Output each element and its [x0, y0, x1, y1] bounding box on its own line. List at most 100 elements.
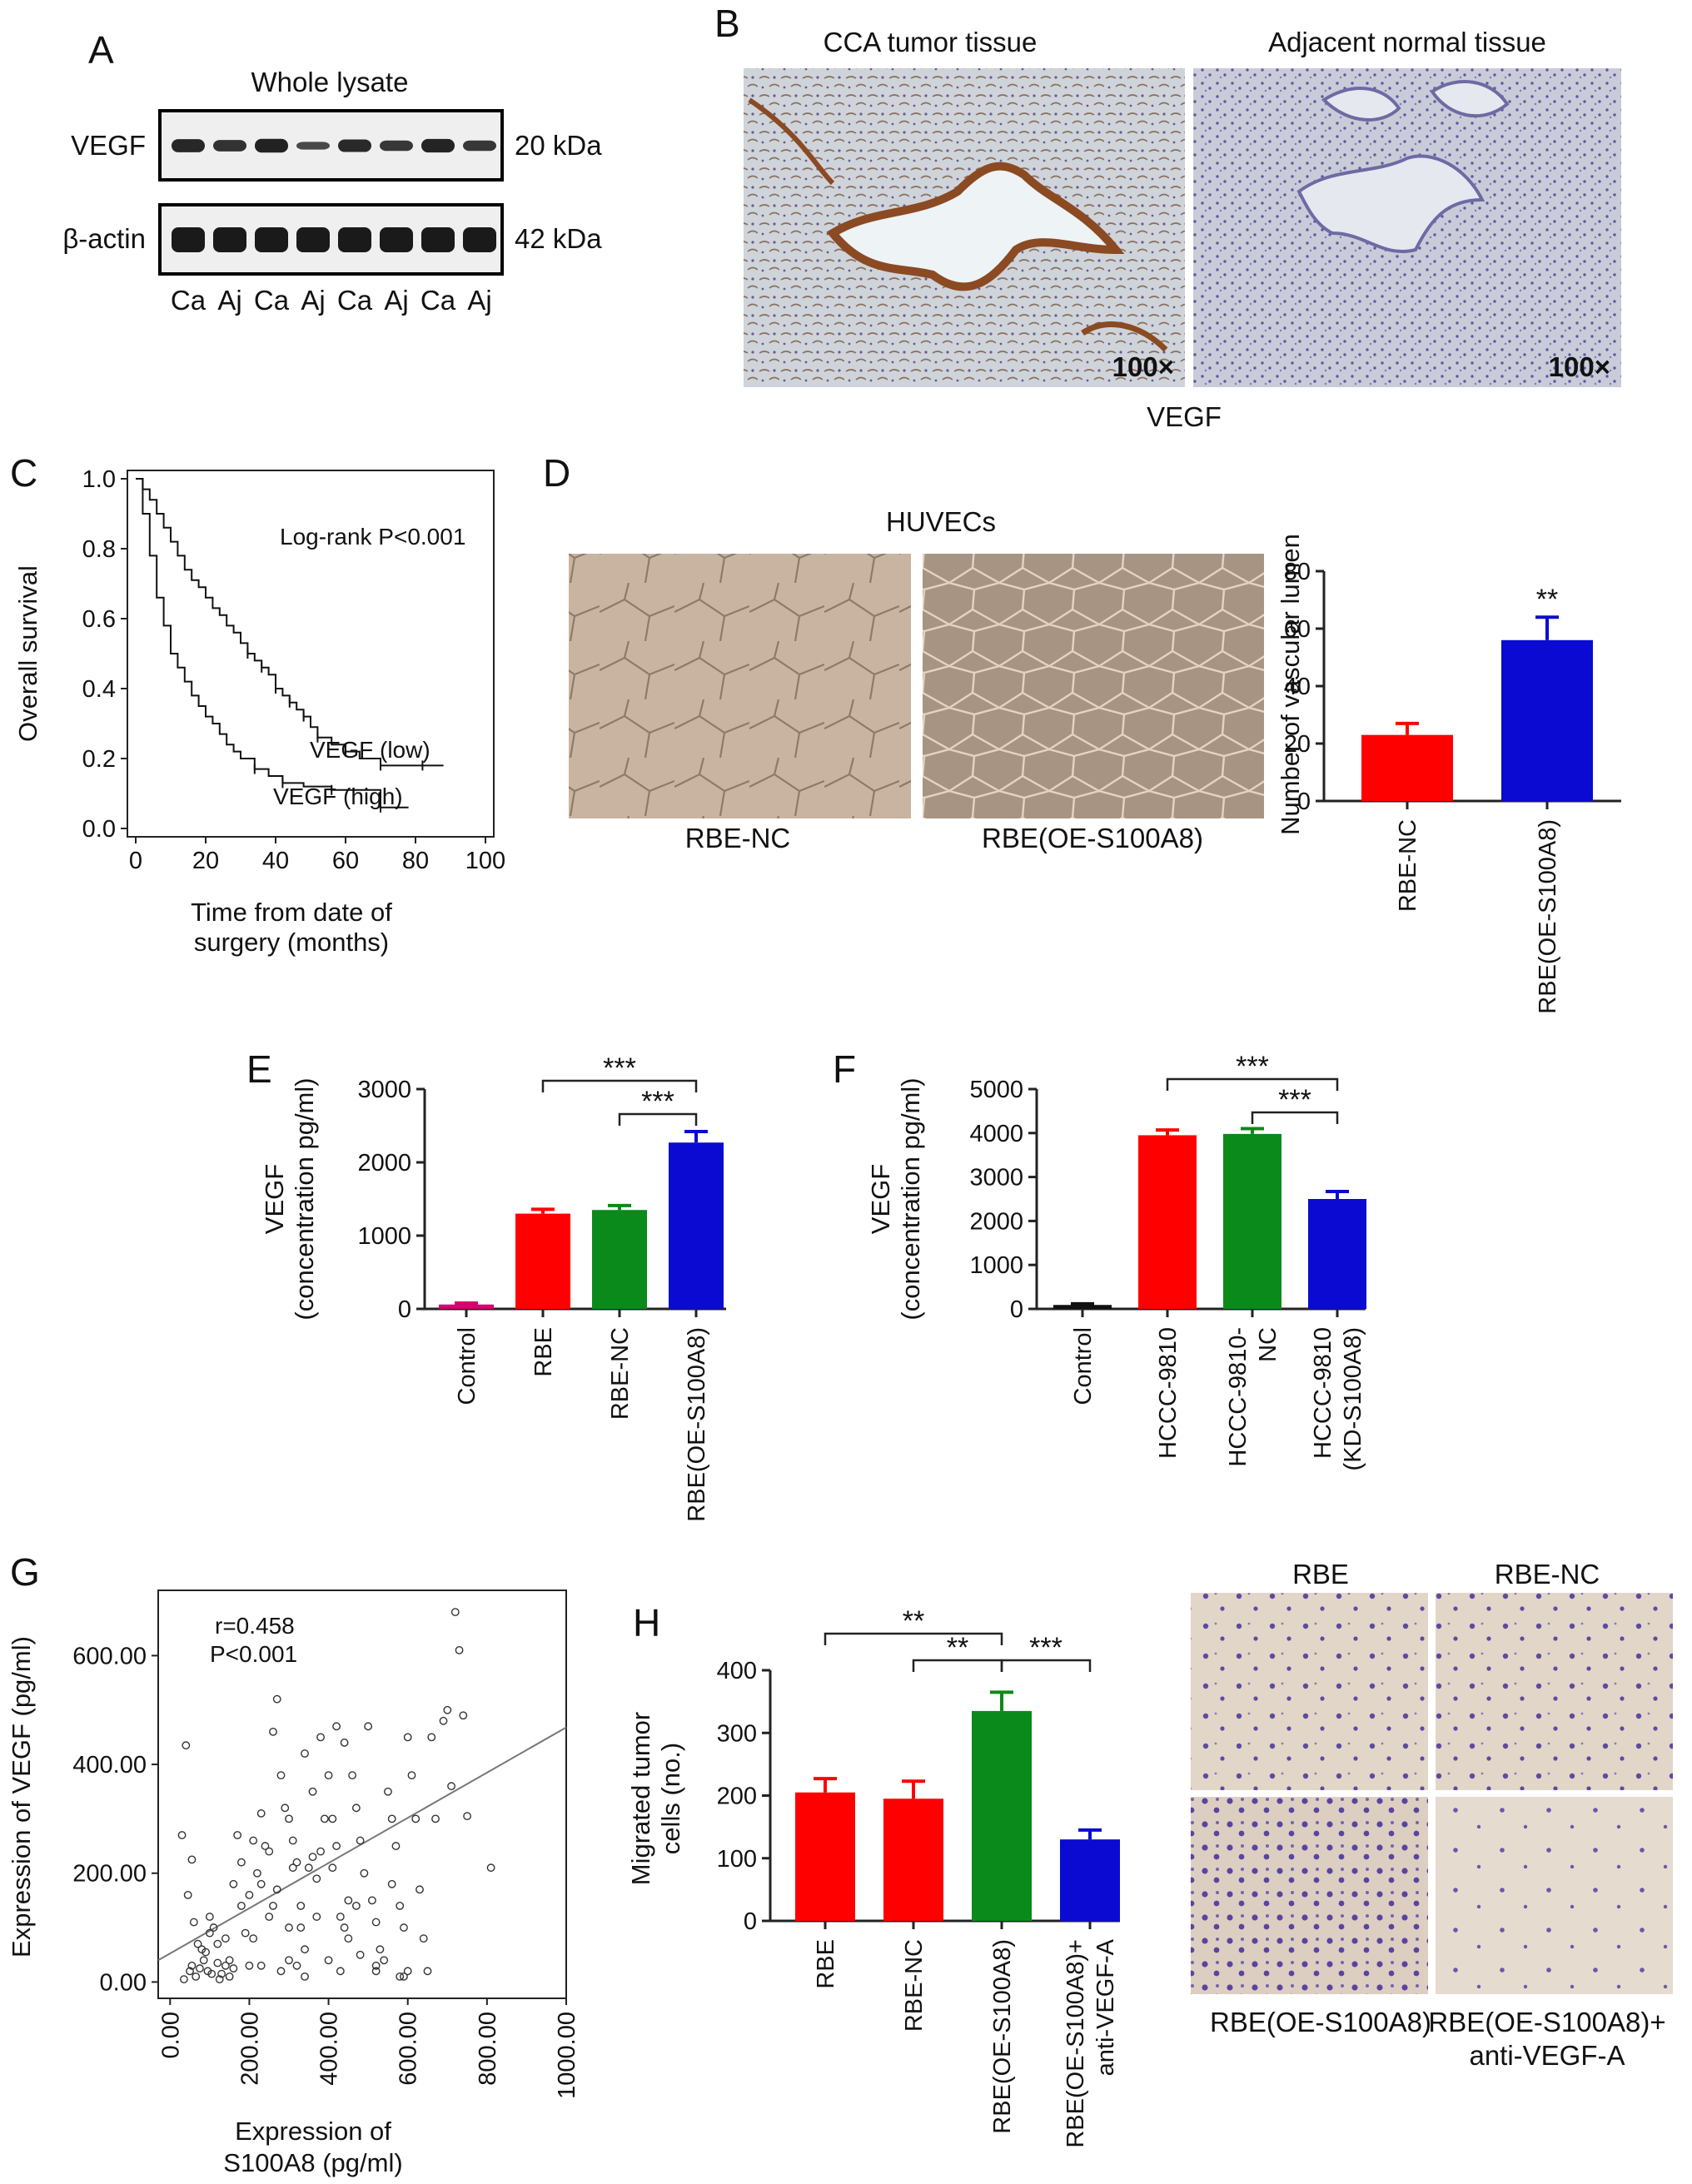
x-tick-label: 400.00 — [316, 2012, 343, 2086]
blot-band — [255, 227, 288, 252]
y-tick-label: 1000 — [357, 1223, 411, 1250]
blot-title: Whole lysate — [251, 67, 409, 97]
huvec-caption-rbe-nc: RBE-NC — [685, 823, 791, 853]
scatter-point — [256, 1961, 266, 1970]
scatter-point — [336, 1913, 345, 1921]
transwell-panel: RBE RBE-NC RBE(OE-S100A8) RBE(OE-S100A8)… — [1191, 1559, 1673, 2071]
scatter-point — [229, 1879, 238, 1888]
scatter-point — [292, 1858, 301, 1867]
blot-row-actin-label: β-actin — [62, 223, 146, 254]
scatter-point — [209, 1923, 218, 1932]
panel-label-a: A — [88, 28, 114, 72]
scatter-point — [269, 1902, 277, 1910]
panel-label-b: B — [714, 2, 740, 45]
y-tick-label: 3000 — [969, 1165, 1023, 1191]
y-axis-label: Expression of VEGF (pg/ml) — [7, 1636, 36, 1958]
scatter-point — [301, 1972, 309, 1981]
scatter-point — [340, 1739, 349, 1747]
significance-label: ** — [1536, 584, 1558, 615]
significance-bracket — [1000, 1659, 1092, 1672]
scatter-point — [213, 1939, 222, 1948]
scatter-point — [292, 1961, 301, 1970]
significance-bracket — [824, 1632, 1003, 1645]
blot-band — [213, 140, 246, 152]
scatter-point — [233, 1831, 242, 1839]
huvec-panel: HUVECs RBE-NC RBE(OE-S100A8) — [569, 506, 1264, 853]
scatter-point — [455, 1645, 464, 1654]
y-tick-label: 0.4 — [82, 676, 116, 703]
panel-label-d: D — [543, 451, 570, 495]
scatter-point — [272, 1885, 281, 1894]
y-tick-label: 300 — [717, 1720, 757, 1747]
scatter-point — [199, 1956, 208, 1965]
y-axis-label: Number of vascular lumen — [1276, 534, 1305, 835]
significance-bracket — [1251, 1111, 1339, 1124]
scatter-point — [403, 1967, 412, 1976]
survival-curve — [136, 478, 409, 808]
scatter-point — [187, 1961, 197, 1970]
scatter-point — [186, 1967, 194, 1976]
series-label: VEGF (low) — [310, 737, 430, 763]
significance-label: *** — [603, 1052, 636, 1084]
scatter-point — [348, 1771, 357, 1780]
scatter-point — [288, 1863, 297, 1873]
transwell-header-rbe-nc: RBE-NC — [1495, 1559, 1600, 1589]
x-tick-label: 40 — [262, 848, 289, 874]
blot-band — [172, 139, 205, 152]
scatter-point — [285, 1923, 293, 1932]
blot-band — [380, 140, 413, 152]
blot-lane-label: Ca — [254, 285, 290, 316]
blot-row-vegf-size: 20 kDa — [515, 130, 602, 161]
scatter-point — [276, 1771, 286, 1780]
scatter-point — [419, 1934, 428, 1943]
chart-vegf-rbe: 0 1000 2000 3000 VEGF(concentration pg/ml) Co… — [260, 1052, 726, 1522]
scatter-point — [344, 1934, 353, 1943]
transwell-footer-rbe-oe-anti-2: anti-VEGF-A — [1469, 2040, 1625, 2071]
transwell-image-rbe-oe — [1191, 1797, 1428, 1994]
scatter-point — [384, 1787, 392, 1796]
blot-band — [255, 138, 288, 153]
plot-frame — [127, 470, 495, 838]
x-axis-label: Time from date of — [191, 898, 392, 927]
scatter-point — [213, 1958, 222, 1968]
x-category-label: HCCC-9810 — [1310, 1327, 1336, 1459]
scatter-point — [423, 1967, 432, 1976]
scatter-point — [316, 1733, 325, 1742]
scatter-point — [400, 1972, 408, 1981]
scatter-point — [221, 1961, 230, 1970]
panel-label-g: G — [10, 1550, 40, 1594]
x-tick-label: 600.00 — [396, 2012, 422, 2086]
logrank-annotation: Log-rank P<0.001 — [280, 524, 465, 550]
panel-label-c: C — [10, 451, 37, 495]
scatter-point — [304, 1863, 313, 1873]
y-tick-label: 40 — [1284, 674, 1311, 700]
x-category-label: anti-VEGF-A — [1092, 1938, 1119, 2076]
x-tick-label: 1000.00 — [554, 2012, 580, 2099]
scatter-point — [447, 1782, 455, 1791]
scatter-point — [196, 1964, 204, 1973]
y-tick-label: 2000 — [969, 1208, 1023, 1235]
y-tick-label: 3000 — [357, 1077, 411, 1103]
x-tick-label: 800.00 — [475, 2012, 501, 2086]
scatter-point — [308, 1853, 317, 1862]
blot-band — [213, 227, 246, 252]
scatter-point — [182, 1741, 191, 1750]
scatter-point — [205, 1928, 214, 1938]
x-tick-label: 0.00 — [157, 2012, 184, 2058]
scatter-point — [272, 1694, 281, 1704]
scatter-point — [431, 1814, 440, 1823]
scatter-point — [312, 1913, 321, 1921]
scatter-point — [312, 1874, 321, 1883]
blot-band — [463, 140, 496, 152]
blot-lane-labels: Ca Aj Ca Aj Ca Aj Ca Aj — [171, 285, 492, 316]
huvec-image-rbe-nc — [569, 554, 911, 818]
y-tick-label: 1000 — [969, 1252, 1023, 1279]
scatter-point — [427, 1733, 436, 1742]
scatter-point — [376, 1945, 385, 1954]
scatter-point — [221, 1934, 230, 1943]
ihc-normal-image: 100× — [1193, 68, 1621, 387]
ihc-panel: CCA tumor tissue Adjacent normal tissue … — [744, 27, 1621, 432]
x-category-label: RBE-NC — [1395, 819, 1421, 912]
transwell-image-rbe-oe-anti — [1436, 1797, 1673, 1994]
correlation-r: r=0.458 — [215, 1613, 295, 1639]
